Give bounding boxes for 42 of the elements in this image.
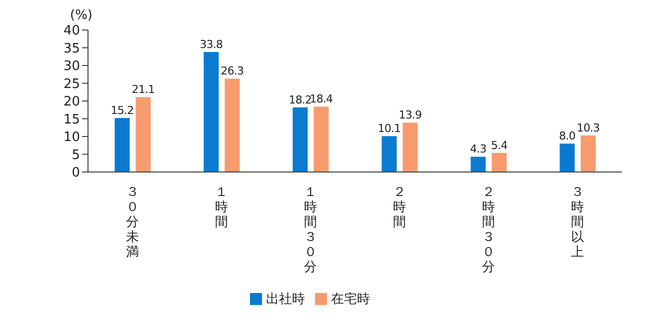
y-tick-label: 15 [63,112,80,128]
bar [492,152,507,172]
legend-label: 出社時 [266,292,305,307]
text: 26.3 [220,64,244,78]
text: 18.2 [288,93,312,106]
y-tick-label: 20 [63,94,80,110]
x-tick-label: ２時間 [393,185,406,230]
y-tick-label: 0 [72,166,80,181]
bar [580,135,596,172]
bar [402,122,418,172]
x-tick-label: ３時間以上 [571,185,584,260]
y-tick-label: 25 [63,76,80,92]
text: 21.1 [132,83,155,96]
text: 4.3 [470,142,486,156]
text: 10.1 [378,122,401,136]
y-tick-label: 40 [63,24,80,39]
y-tick-label: 35 [63,41,80,56]
y-tick-label: 30 [63,59,80,74]
y-tick-label: 5 [72,148,80,163]
bar [314,106,329,172]
y-tick-label: 10 [63,130,80,146]
bar [470,156,486,172]
x-tick-label: １時間 [215,185,228,230]
text: 8.0 [559,130,576,143]
text: 15.2 [110,104,134,118]
bar [382,136,397,172]
bar [560,144,575,172]
bar [224,78,240,172]
text: 10.3 [576,121,600,134]
bar [292,107,308,172]
text: 13.9 [398,108,422,122]
text: 18.4 [310,92,333,106]
bar [114,118,130,172]
y-axis-title: (%) [70,8,92,23]
x-tick-label: １時間３０分 [304,185,317,275]
text: 5.4 [491,138,508,152]
bar [204,52,219,172]
x-tick-label: ２時間３０分 [482,185,495,275]
text: 33.8 [200,38,223,52]
bar [136,97,151,172]
x-tick-label: ３０分未満 [126,185,139,260]
legend-label: 在宅時 [331,292,370,307]
